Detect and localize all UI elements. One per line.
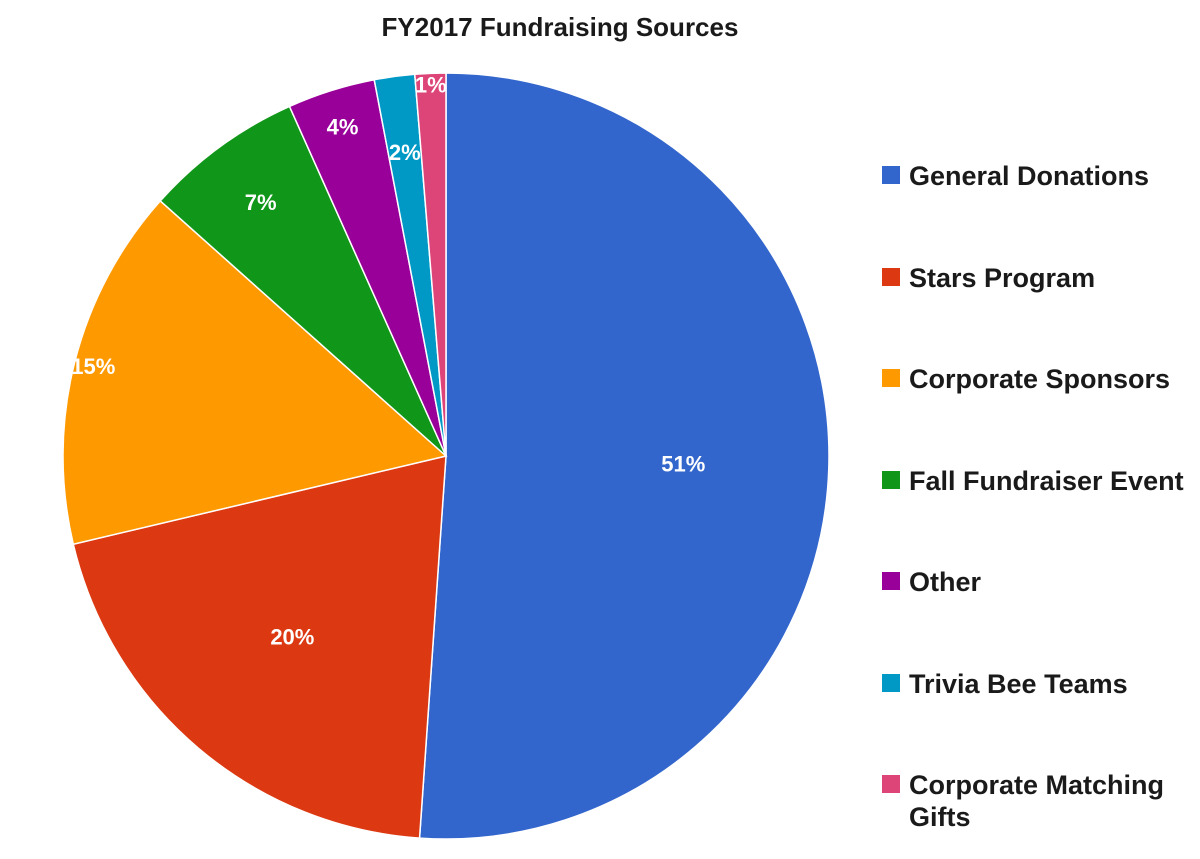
- legend-swatch: [882, 166, 900, 184]
- legend-swatch: [882, 267, 900, 286]
- legend-item-corporate-sponsors: Corporate Sponsors: [882, 363, 1200, 395]
- legend-swatch: [882, 673, 900, 692]
- legend-item-trivia-bee-teams: Trivia Bee Teams: [882, 668, 1200, 700]
- legend-item-other: Other: [882, 566, 1200, 598]
- legend-label: Trivia Bee Teams: [909, 668, 1128, 699]
- legend-swatch: [882, 470, 900, 489]
- legend-label: General Donations: [909, 161, 1150, 191]
- legend-label: Corporate Sponsors: [909, 364, 1171, 394]
- pie-slice-general-donations: [418, 72, 830, 840]
- legend-label: Corporate Matching Gifts: [909, 770, 1165, 832]
- slice-label-fall-fundraiser-event: 7%: [245, 190, 277, 215]
- pie-slice-corporate-sponsors: [62, 199, 448, 546]
- legend-label: Stars Program: [909, 262, 1096, 293]
- slice-label-corporate-sponsors: 15%: [71, 354, 115, 379]
- slice-label-trivia-bee-teams: 2%: [389, 140, 421, 165]
- legend-swatch: [882, 572, 900, 590]
- slice-label-stars-program: 20%: [270, 625, 314, 650]
- legend-item-fall-fundraiser-event: Fall Fundraiser Event: [882, 465, 1200, 497]
- legend-label: Fall Fundraiser Event: [909, 465, 1184, 496]
- legend-swatch: [882, 775, 900, 793]
- pie-slice-corporate-matching-gifts: [413, 72, 447, 457]
- chart-title: FY2017 Fundraising Sources: [381, 12, 739, 42]
- legend-item-general-donations: General Donations: [882, 160, 1200, 192]
- legend-item-corporate-matching-gifts: Corporate Matching Gifts: [882, 769, 1200, 833]
- legend-swatch: [882, 369, 900, 387]
- slice-label-other: 4%: [327, 115, 359, 140]
- pie-slice-fall-fundraiser-event: [159, 105, 447, 457]
- pie-slice-stars-program: [72, 455, 447, 839]
- legend-item-stars-program: Stars Program: [882, 262, 1200, 294]
- legend-label: Other: [909, 567, 982, 597]
- slice-label-corporate-matching-gifts: 1%: [415, 72, 447, 97]
- slice-label-general-donations: 51%: [661, 452, 705, 477]
